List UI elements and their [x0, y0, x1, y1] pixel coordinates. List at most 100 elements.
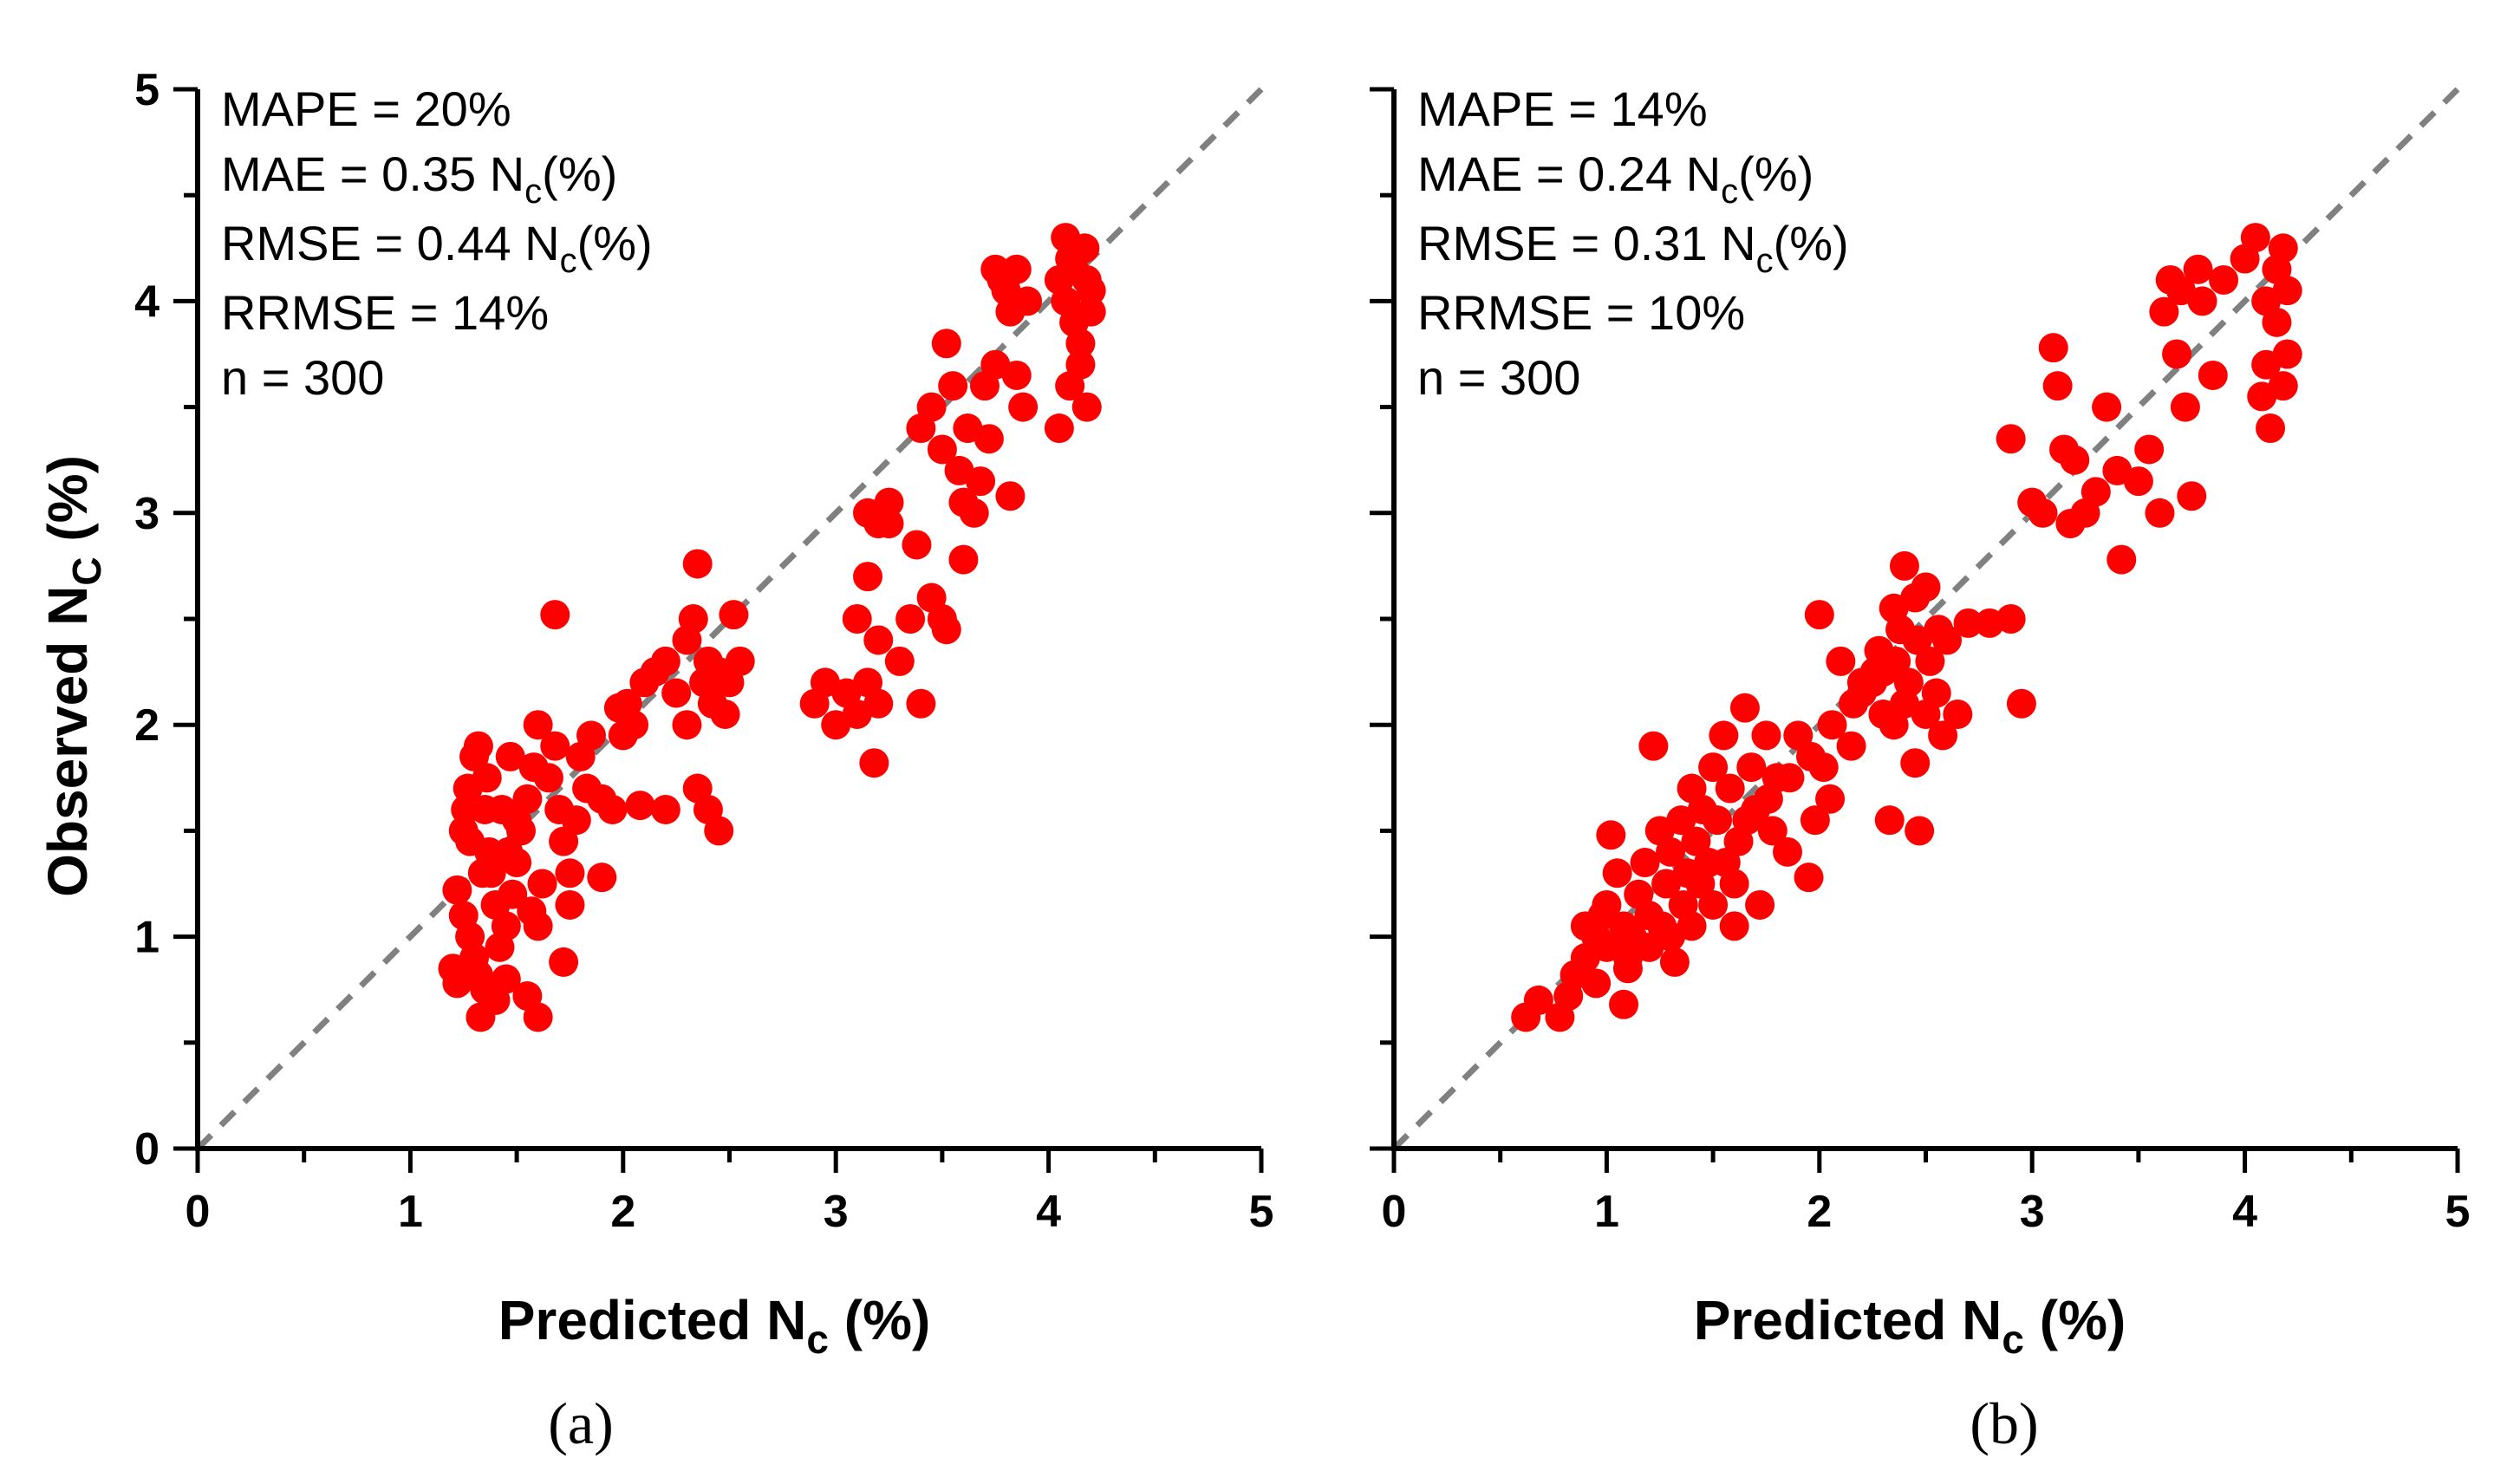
scatter-point: [2149, 296, 2179, 327]
scatter-point: [1001, 254, 1032, 284]
x-tick-label: 3: [2020, 1187, 2045, 1237]
scatter-point: [1065, 329, 1096, 359]
scatter-point: [1729, 693, 1760, 723]
scatter-point: [874, 487, 904, 517]
stat-rmse-rest: (%): [1774, 216, 1849, 270]
y-axis-title-main: Observed N: [36, 586, 99, 897]
scatter-point: [1523, 985, 1553, 1015]
scatter-point: [1612, 943, 1643, 973]
scatter-point: [2272, 339, 2302, 369]
scatter-point: [448, 901, 479, 931]
scatter-point: [2081, 477, 2111, 507]
scatter-point: [2170, 392, 2200, 422]
scatter-point: [959, 498, 989, 528]
scatter-point: [1013, 286, 1043, 316]
scatter-point: [725, 646, 755, 676]
scatter-point: [486, 794, 517, 824]
scatter-point: [1685, 869, 1716, 899]
scatter-point: [916, 392, 947, 422]
x-axis-title-sub: c: [806, 1317, 829, 1362]
x-axis-title-main: Predicted N: [1694, 1289, 2002, 1351]
y-tick-label: 1: [134, 913, 160, 963]
scatter-point: [1772, 836, 1802, 867]
axis-ticks: 0 1 2 3 4 5 0 1 2 3 4 5: [134, 65, 1273, 1237]
scatter-point: [1719, 911, 1749, 941]
stat-mape: MAPE = 20%: [221, 81, 511, 136]
scatter-point: [442, 968, 472, 999]
scatter-point: [1924, 615, 1954, 645]
scatter-point: [2107, 544, 2137, 575]
scatter-point: [2042, 371, 2073, 401]
x-tick-label: 2: [1807, 1187, 1832, 1237]
scatter-point: [719, 600, 749, 630]
scatter-point: [1055, 371, 1085, 401]
stat-rmse: RMSE = 0.44 Nc(%): [221, 216, 653, 280]
scatter-point: [1795, 741, 1826, 771]
scatter-point: [527, 869, 557, 899]
scatter-point: [1757, 816, 1787, 846]
x-tick-label: 3: [824, 1187, 849, 1237]
scatter-point: [2268, 371, 2298, 401]
scatter-point: [1592, 889, 1622, 920]
scatter-point: [1836, 731, 1866, 761]
scatter-point: [1602, 858, 1632, 888]
scatter-point: [463, 731, 493, 761]
scatter-point: [1071, 392, 1102, 422]
scatter-point: [549, 947, 579, 977]
scatter-point: [1911, 699, 1941, 729]
scatter-point: [561, 805, 591, 836]
scatter-point: [1581, 968, 1612, 999]
scatter-point: [555, 858, 585, 888]
stat-mae-main: MAE = 0.35 N: [221, 146, 524, 201]
scatter-point: [1915, 646, 1945, 676]
stat-mae-sub: c: [1721, 172, 1738, 211]
scatter-point: [495, 741, 525, 771]
stat-rmse-main: RMSE = 0.31 N: [1417, 216, 1756, 270]
scatter-point: [1943, 699, 1973, 729]
scatter-point: [2251, 286, 2282, 316]
stat-n: n = 300: [1417, 350, 1580, 405]
scatter-point: [974, 424, 1004, 454]
scatter-point: [619, 710, 649, 740]
scatter-points: [438, 223, 1106, 1032]
scatter-point: [517, 896, 547, 927]
scatter-point: [472, 763, 502, 793]
scatter-point: [1076, 296, 1106, 327]
x-tick-label: 4: [2232, 1187, 2257, 1237]
scatter-point: [467, 858, 498, 888]
scatter-point: [966, 466, 996, 497]
scatter-point: [661, 678, 692, 708]
stat-rrmse: RRMSE = 14%: [221, 285, 549, 340]
scatter-point: [2162, 339, 2192, 369]
scatter-points: [1511, 223, 2302, 1032]
scatter-point: [1051, 286, 1081, 316]
scatter-point: [704, 816, 734, 846]
x-tick-label: 1: [1594, 1187, 1619, 1237]
scatter-point: [2123, 466, 2153, 497]
stat-mape: MAPE = 14%: [1417, 81, 1708, 136]
x-tick-label: 0: [186, 1187, 211, 1237]
scatter-point: [1008, 392, 1039, 422]
scatter-point: [597, 794, 628, 824]
scatter-point: [938, 371, 968, 401]
scatter-point: [1794, 862, 1824, 893]
x-tick-label: 5: [1249, 1187, 1274, 1237]
scatter-point: [853, 562, 883, 592]
scatter-point: [2028, 498, 2058, 528]
scatter-point: [1889, 550, 1919, 581]
scatter-point: [2262, 254, 2292, 284]
scatter-point: [1638, 731, 1669, 761]
scatter-point: [1596, 820, 1626, 850]
scatter-point: [625, 791, 655, 821]
stat-rmse-sub: c: [1756, 242, 1774, 280]
scatter-point: [1736, 752, 1767, 783]
stat-mae-sub: c: [524, 172, 542, 211]
y-tick-label: 4: [134, 277, 160, 327]
scatter-point: [1751, 720, 1781, 751]
stat-mae-rest: (%): [1738, 146, 1814, 201]
scatter-point: [1715, 773, 1745, 804]
scatter-point: [902, 530, 932, 560]
scatter-point: [2240, 223, 2270, 253]
scatter-point: [1656, 836, 1686, 867]
